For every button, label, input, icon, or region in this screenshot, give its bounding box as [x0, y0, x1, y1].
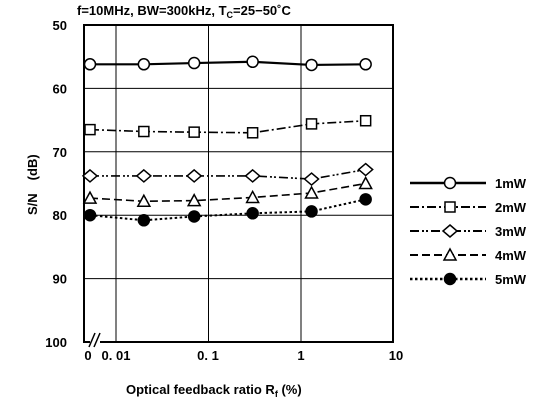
- data-point-4mw: [304, 185, 319, 199]
- data-point-5mw: [246, 207, 259, 220]
- data-point-2mw: [246, 127, 259, 139]
- data-point-4mw: [136, 193, 152, 208]
- legend-item-4mw: 4mW: [410, 247, 527, 263]
- series-line-4mw: [89, 182, 366, 203]
- legend-item-5mw: 5mW: [410, 272, 527, 287]
- legend-label-5mw: 5mW: [495, 272, 527, 287]
- data-point-1mw: [305, 58, 318, 72]
- x-tick-labels: 0 0. 01 0. 1 1 10: [84, 348, 403, 363]
- x-axis-label: Optical feedback ratio Rf (%): [126, 382, 302, 399]
- data-point-4mw: [186, 193, 202, 207]
- data-point-4mw: [245, 189, 260, 204]
- legend-marker-3mw: [441, 224, 459, 238]
- data-point-5mw: [359, 193, 372, 206]
- data-point-3mw: [135, 168, 152, 183]
- data-point-2mw: [84, 123, 96, 136]
- data-point-2mw: [305, 118, 318, 130]
- series-2mw: [84, 114, 372, 139]
- data-point-5mw: [137, 214, 151, 227]
- x-tick-label: 1: [297, 348, 304, 363]
- legend-item-3mw: 3mW: [410, 224, 527, 239]
- legend-marker-5mw: [443, 272, 457, 286]
- series-5mw: [83, 193, 372, 227]
- data-point-1mw: [83, 58, 97, 71]
- legend-item-2mw: 2mW: [410, 200, 527, 215]
- series-3mw: [81, 162, 374, 187]
- legend-marker-1mw: [443, 176, 457, 190]
- data-point-1mw: [246, 55, 259, 69]
- y-axis-label: S/N (dB): [25, 154, 40, 215]
- y-tick-label: 60: [53, 81, 67, 96]
- grid: [84, 25, 393, 342]
- y-tick-label: 80: [53, 208, 67, 223]
- x-tick-label: 0. 01: [102, 348, 131, 363]
- x-tick-label: 10: [389, 348, 403, 363]
- series-line-2mw: [89, 119, 366, 134]
- y-tick-label: 90: [53, 272, 67, 287]
- data-point-5mw: [83, 208, 97, 222]
- legend-label-2mw: 2mW: [495, 200, 527, 215]
- series-line-5mw: [89, 198, 366, 222]
- data-point-2mw: [138, 125, 150, 138]
- data-point-2mw: [188, 126, 200, 138]
- data-point-5mw: [305, 205, 318, 218]
- data-point-3mw: [186, 168, 203, 183]
- y-tick-label: 70: [53, 145, 67, 160]
- legend: 1mW 2mW 3mW 4mW 5mW: [410, 176, 527, 287]
- data-point-1mw: [187, 56, 201, 70]
- legend-label-1mw: 1mW: [495, 176, 527, 191]
- series-line-1mw: [90, 60, 366, 67]
- data-point-1mw: [137, 58, 151, 71]
- x-tick-label: 0. 1: [197, 348, 219, 363]
- data-point-1mw: [359, 58, 372, 71]
- axis-break: [88, 332, 101, 348]
- legend-item-1mw: 1mW: [410, 176, 527, 191]
- series-group: [81, 55, 374, 227]
- series-line-3mw: [90, 168, 366, 180]
- legend-marker-4mw: [442, 247, 458, 261]
- data-point-3mw: [81, 168, 99, 183]
- data-point-3mw: [357, 162, 374, 177]
- y-tick-label: 100: [45, 335, 67, 350]
- y-tick-labels: 50 60 70 80 90 100: [45, 18, 67, 350]
- y-tick-label: 50: [53, 18, 67, 33]
- data-point-4mw: [358, 175, 373, 190]
- data-point-2mw: [359, 114, 372, 127]
- plot-frame: [83, 24, 394, 343]
- legend-label-3mw: 3mW: [495, 224, 527, 239]
- legend-marker-2mw: [444, 201, 456, 213]
- chart-title: f=10MHz, BW=300kHz, TC=25−50˚C: [77, 3, 291, 20]
- legend-label-4mw: 4mW: [495, 248, 527, 263]
- data-point-4mw: [82, 190, 98, 204]
- series-1mw: [83, 55, 372, 72]
- series-4mw: [82, 175, 373, 208]
- data-point-3mw: [303, 172, 320, 187]
- x-tick-label: 0: [84, 348, 91, 363]
- data-point-3mw: [244, 168, 261, 183]
- data-point-5mw: [187, 210, 201, 223]
